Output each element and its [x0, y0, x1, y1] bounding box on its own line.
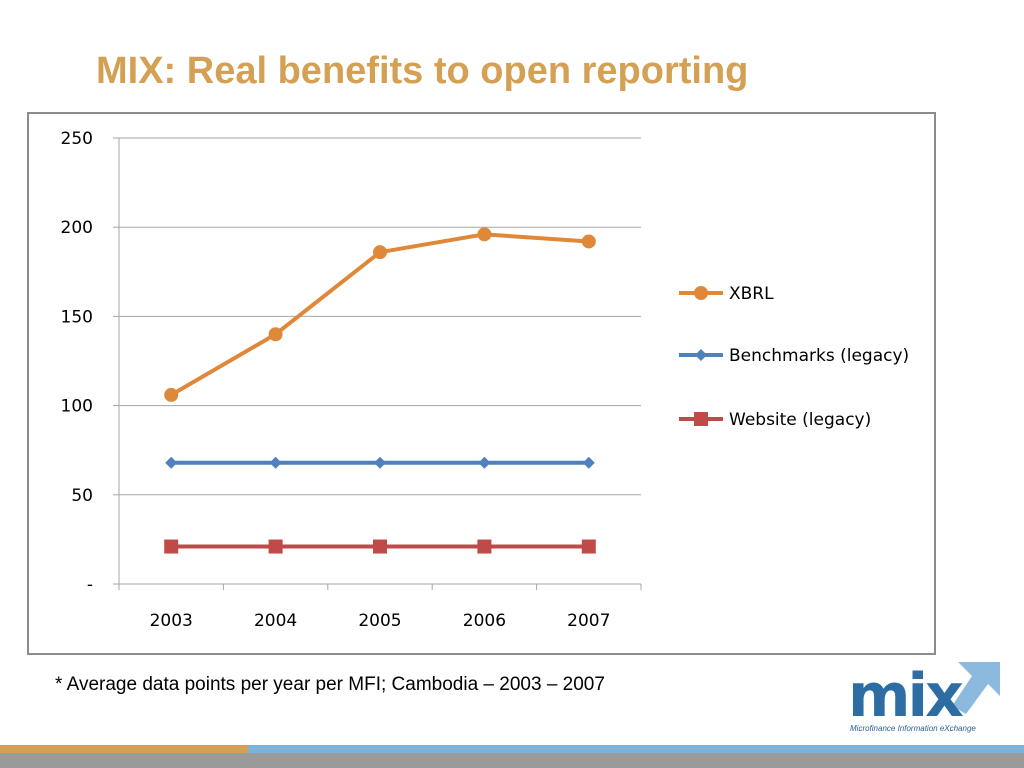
- data-point-benchmarks: [165, 456, 178, 469]
- footnote: * Average data points per year per MFI; …: [55, 674, 605, 695]
- chart-frame: - 50 100 150 200 250 2003 2004 2005 2006 2007 XBRL B…: [27, 112, 936, 655]
- legend-label: XBRL: [729, 284, 774, 304]
- footer-bar-gray: [0, 753, 1024, 768]
- data-point-xbrl: [581, 234, 596, 249]
- footer-bar-orange: [0, 745, 248, 753]
- data-point-benchmarks: [582, 456, 595, 469]
- data-point-xbrl: [373, 245, 387, 260]
- legend-marker-benchmarks: [695, 349, 707, 361]
- slide-title: MIX: Real benefits to open reporting: [96, 50, 749, 92]
- y-tick-label: 50: [71, 486, 93, 506]
- legend-label: Website (legacy): [729, 410, 871, 430]
- y-tick-label: 200: [61, 218, 93, 238]
- x-tick-label: 2006: [463, 611, 506, 631]
- y-tick-label: 100: [61, 397, 93, 417]
- data-point-benchmarks: [269, 456, 282, 469]
- data-point-website: [164, 539, 179, 554]
- data-point-website: [581, 539, 596, 554]
- logo-text: mix: [848, 661, 963, 731]
- legend-label: Benchmarks (legacy): [729, 346, 909, 366]
- data-point-xbrl: [164, 387, 179, 402]
- logo-arrow-shape: [952, 662, 1000, 714]
- legend-marker-website: [694, 412, 708, 426]
- data-point-website: [373, 539, 387, 554]
- y-tick-label: -: [87, 575, 93, 595]
- x-tick-label: 2004: [254, 611, 297, 631]
- x-tick-label: 2003: [150, 611, 193, 631]
- footer-bar-blue: [248, 745, 1024, 753]
- legend-marker-xbrl: [694, 286, 708, 300]
- y-tick-label: 150: [61, 307, 93, 327]
- data-point-benchmarks: [374, 456, 386, 469]
- data-point-xbrl: [477, 227, 492, 242]
- data-point-website: [477, 539, 492, 554]
- logo-tagline: Microfinance Information eXchange: [850, 724, 976, 733]
- x-tick-label: 2007: [567, 611, 610, 631]
- data-point-benchmarks: [478, 456, 491, 469]
- data-point-website: [268, 539, 283, 554]
- data-point-xbrl: [268, 327, 283, 342]
- y-tick-label: 250: [61, 129, 93, 149]
- x-tick-label: 2005: [358, 611, 401, 631]
- line-chart: - 50 100 150 200 250 2003 2004 2005 2006 2007 XBRL B…: [61, 129, 910, 631]
- mix-logo: mix: [848, 661, 1000, 731]
